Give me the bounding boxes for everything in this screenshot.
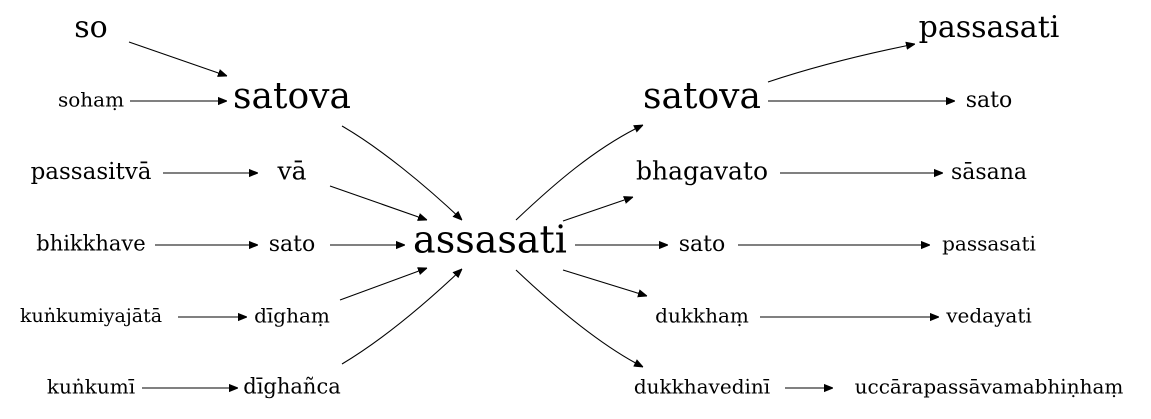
node-sato-right: sato	[679, 232, 726, 257]
edge-satova-to-passasati-top	[767, 44, 915, 83]
edge-assasati-to-bhagavato	[562, 197, 633, 222]
edge-digham-to-assasati	[339, 268, 427, 301]
node-satova-left: satova	[233, 76, 351, 117]
edge-so-to-satova	[128, 41, 227, 76]
node-bhikkhave: bhikkhave	[36, 232, 145, 256]
node-passasitva: passasitvā	[31, 159, 152, 185]
node-passasati: passasati	[942, 232, 1036, 256]
edge-assasati-to-satova	[515, 125, 643, 221]
node-assasati: assasati	[413, 218, 567, 262]
edges	[128, 41, 955, 388]
node-satova-right: satova	[643, 76, 761, 117]
node-passasati-top: passasati	[919, 10, 1060, 45]
node-kunkumi: kuṅkumī	[47, 375, 135, 399]
node-bhagavato: bhagavato	[636, 157, 768, 186]
edge-va-to-assasati	[329, 185, 427, 220]
node-dukkham: dukkhaṃ	[655, 304, 749, 328]
node-digham: dīghaṃ	[254, 304, 330, 328]
nodes: so sohaṃ satova passasitvā vā bhikkhave …	[20, 10, 1123, 399]
node-sato-top: sato	[966, 88, 1013, 113]
node-vedayati: vedayati	[945, 304, 1032, 328]
node-dukkhavedini: dukkhavedinī	[634, 375, 770, 399]
edge-assasati-to-dukkhavedini	[515, 269, 643, 367]
node-sasana: sāsana	[951, 160, 1027, 185]
node-soham: sohaṃ	[58, 88, 124, 112]
node-kunkumiyajata: kuṅkumiyajātā	[20, 305, 162, 327]
node-sato-left: sato	[269, 232, 316, 257]
edge-satova-to-assasati	[341, 125, 462, 220]
node-so: so	[74, 10, 107, 45]
edge-dighanca-to-assasati	[341, 269, 462, 365]
node-va: vā	[276, 157, 306, 186]
edge-assasati-to-dukkham	[562, 269, 647, 296]
node-dighanca: dīghañca	[243, 375, 340, 399]
node-uccarapassavamabhinham: uccārapassāvamabhiṇhaṃ	[855, 375, 1124, 399]
